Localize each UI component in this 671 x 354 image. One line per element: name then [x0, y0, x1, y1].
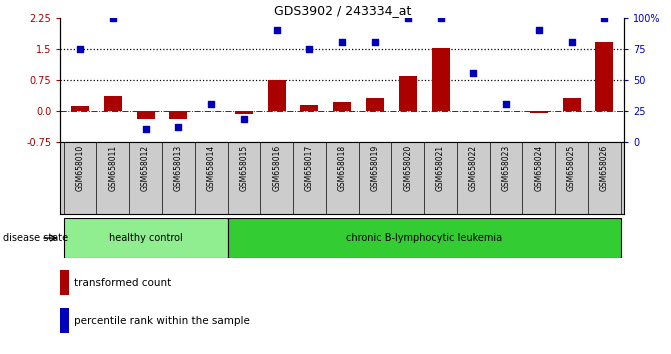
- Text: GSM658014: GSM658014: [207, 145, 215, 192]
- Text: GSM658018: GSM658018: [338, 145, 347, 192]
- Text: healthy control: healthy control: [109, 233, 183, 243]
- Point: [566, 40, 577, 45]
- Text: disease state: disease state: [3, 233, 68, 243]
- Bar: [366, 98, 384, 110]
- Text: percentile rank within the sample: percentile rank within the sample: [74, 316, 250, 326]
- Text: GSM658011: GSM658011: [108, 145, 117, 192]
- Bar: [235, 110, 253, 114]
- Bar: [595, 42, 613, 110]
- Point: [238, 116, 249, 122]
- Bar: [227, 218, 621, 258]
- Point: [140, 126, 151, 132]
- Text: GSM658026: GSM658026: [600, 145, 609, 192]
- Bar: [64, 218, 227, 258]
- Bar: [301, 105, 319, 110]
- Text: GSM658017: GSM658017: [305, 145, 314, 192]
- Point: [107, 15, 118, 21]
- Bar: [399, 75, 417, 110]
- Title: GDS3902 / 243334_at: GDS3902 / 243334_at: [274, 4, 411, 17]
- Text: GSM658019: GSM658019: [370, 145, 380, 192]
- Bar: [333, 102, 351, 110]
- Bar: [104, 96, 122, 110]
- Text: GSM658023: GSM658023: [501, 145, 511, 192]
- Bar: [431, 48, 450, 110]
- Point: [337, 40, 348, 45]
- Bar: [60, 308, 69, 333]
- Text: GSM658016: GSM658016: [272, 145, 281, 192]
- Point: [173, 124, 184, 130]
- Bar: [169, 110, 187, 119]
- Bar: [202, 110, 220, 112]
- Bar: [530, 110, 548, 113]
- Text: GSM658022: GSM658022: [469, 145, 478, 192]
- Bar: [268, 80, 286, 110]
- Text: GSM658010: GSM658010: [76, 145, 85, 192]
- Point: [468, 70, 478, 76]
- Bar: [137, 110, 154, 119]
- Bar: [71, 107, 89, 110]
- Point: [435, 15, 446, 21]
- Text: GSM658024: GSM658024: [534, 145, 544, 192]
- Text: GSM658020: GSM658020: [403, 145, 412, 192]
- Point: [206, 102, 217, 107]
- Text: chronic B-lymphocytic leukemia: chronic B-lymphocytic leukemia: [346, 233, 502, 243]
- Text: GSM658012: GSM658012: [141, 145, 150, 192]
- Text: GSM658025: GSM658025: [567, 145, 576, 192]
- Point: [271, 27, 282, 33]
- Text: GSM658013: GSM658013: [174, 145, 183, 192]
- Point: [533, 27, 544, 33]
- Point: [74, 46, 85, 52]
- Text: GSM658015: GSM658015: [240, 145, 248, 192]
- Point: [304, 46, 315, 52]
- Point: [501, 102, 511, 107]
- Text: transformed count: transformed count: [74, 278, 171, 288]
- Bar: [562, 98, 580, 110]
- Point: [370, 40, 380, 45]
- Point: [403, 15, 413, 21]
- Text: GSM658021: GSM658021: [436, 145, 445, 192]
- Bar: [60, 270, 69, 295]
- Point: [599, 15, 610, 21]
